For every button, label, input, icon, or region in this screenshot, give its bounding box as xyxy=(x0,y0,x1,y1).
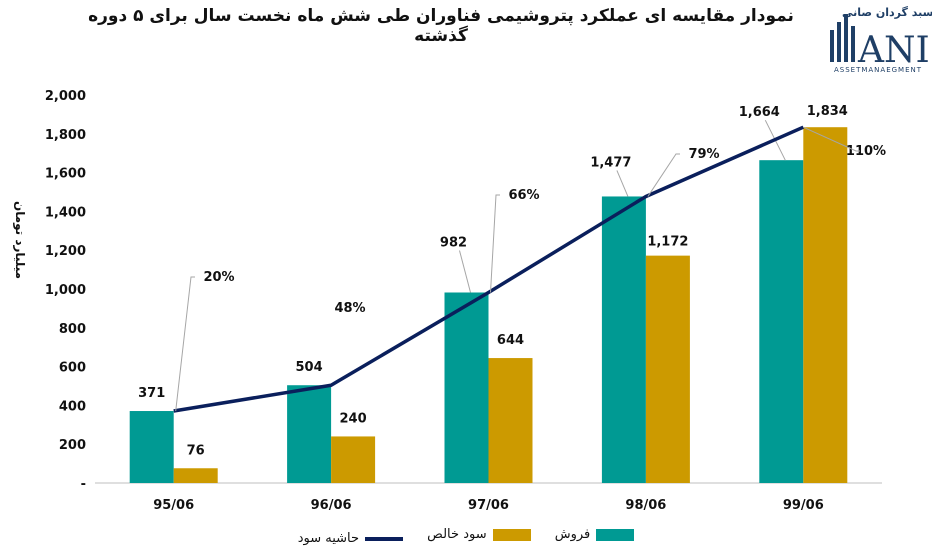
data-label-profit-3: 1,172 xyxy=(647,235,688,250)
x-tick-label-0: 95/06 xyxy=(153,498,194,513)
leader-margin-3 xyxy=(647,153,680,197)
data-label-sales-1: 504 xyxy=(296,360,323,375)
y-tick-label-2: 400 xyxy=(59,399,86,414)
data-label-margin-2: 66% xyxy=(508,188,539,203)
legend: حاشیه سود سود خالص فروش xyxy=(0,527,932,546)
data-label-profit-2: 644 xyxy=(497,333,524,348)
y-axis-label: میلیارد تومان xyxy=(12,201,26,279)
data-label-profit-4: 1,834 xyxy=(807,104,848,119)
legend-swatch-profit xyxy=(492,528,531,541)
data-label-margin-3: 79% xyxy=(688,147,719,162)
bar-sales-2 xyxy=(444,292,489,483)
data-label-margin-1: 48% xyxy=(334,301,365,316)
bar-profit-4 xyxy=(803,127,848,483)
y-tick-label-3: 600 xyxy=(59,361,86,376)
leader-margin-2 xyxy=(490,194,500,293)
bar-profit-0 xyxy=(173,468,218,483)
x-tick-label-1: 96/06 xyxy=(311,498,352,513)
legend-item-sales: فروش xyxy=(555,527,635,542)
y-tick-label-4: 800 xyxy=(59,322,86,337)
leader-sales-2 xyxy=(459,250,471,293)
x-tick-label-3: 98/06 xyxy=(625,498,666,513)
bar-profit-3 xyxy=(645,255,690,483)
leader-margin-4 xyxy=(803,126,860,152)
data-label-margin-4: 110% xyxy=(846,144,886,159)
data-label-profit-1: 240 xyxy=(340,411,367,426)
x-tick-label-2: 97/06 xyxy=(468,498,509,513)
bar-profit-2 xyxy=(488,358,533,483)
y-tick-label-10: 2,000 xyxy=(45,89,86,104)
legend-label-profit: سود خالص xyxy=(427,527,487,542)
legend-swatch-margin xyxy=(365,536,404,541)
y-tick-label-9: 1,800 xyxy=(45,128,86,143)
y-axis-label-box: میلیارد تومان xyxy=(12,201,26,279)
logo-mark: ANI xyxy=(830,14,930,71)
legend-swatch-sales xyxy=(596,528,635,541)
y-tick-label-8: 1,600 xyxy=(45,167,86,182)
data-label-sales-3: 1,477 xyxy=(590,155,631,170)
chart-title: نمودار مقایسه ای عملکرد پتروشیمی فناوران… xyxy=(88,6,794,46)
data-label-sales-0: 371 xyxy=(138,386,165,401)
bar-profit-1 xyxy=(331,436,376,483)
leader-sales-3 xyxy=(616,170,629,197)
y-tick-label-7: 1,400 xyxy=(45,205,86,220)
bar-sales-0 xyxy=(129,411,174,483)
y-tick-label-5: 1,000 xyxy=(45,283,86,298)
data-label-margin-0: 20% xyxy=(203,270,234,285)
bar-sales-3 xyxy=(601,196,646,483)
logo-subtitle: ASSETMANAEGMENT xyxy=(833,66,923,74)
y-tick-label-1: 200 xyxy=(59,438,86,453)
data-label-sales-4: 1,664 xyxy=(739,105,780,120)
data-label-sales-2: 982 xyxy=(440,235,467,250)
bar-sales-1 xyxy=(287,385,332,483)
logo-brand-text: سبد گردان صانی xyxy=(842,6,932,19)
y-tick-label-0: - xyxy=(81,477,86,492)
legend-label-margin: حاشیه سود xyxy=(297,531,360,546)
x-tick-label-4: 99/06 xyxy=(783,498,824,513)
bar-sales-4 xyxy=(759,160,804,483)
legend-item-margin: حاشیه سود xyxy=(297,531,404,546)
legend-label-sales: فروش xyxy=(554,527,591,542)
margin-line xyxy=(173,125,805,413)
logo-letters: ANI xyxy=(857,30,930,66)
data-label-profit-0: 76 xyxy=(187,443,205,458)
chart-area: - 200 400 600 800 1,000 1,200 1,400 1,600 1,800 2,… xyxy=(45,89,886,513)
legend-item-profit: سود خالص xyxy=(427,527,531,542)
leader-margin-0 xyxy=(175,276,195,412)
company-logo: سبد گردان صانی ANI ASSETMANAEGMENT xyxy=(826,4,932,76)
y-tick-label-6: 1,200 xyxy=(45,244,86,259)
